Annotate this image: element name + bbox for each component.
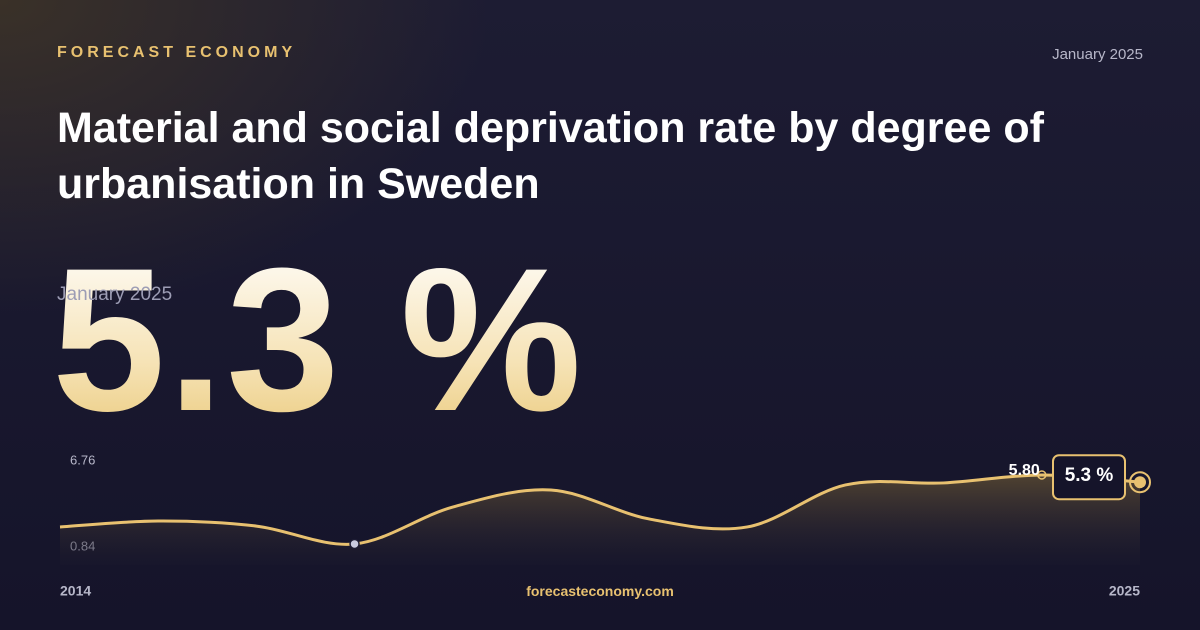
end-halo	[1129, 471, 1151, 494]
line	[59, 473, 1141, 546]
x-tick-label: 2025	[1109, 583, 1140, 599]
title: Material and social deprivation rate by …	[57, 104, 1044, 208]
headline-value: 5.3 %	[52, 226, 584, 454]
value-label: 5.80	[1009, 462, 1040, 479]
headline-date: January 2025	[57, 284, 173, 305]
peak-point	[1037, 470, 1047, 480]
area	[60, 474, 1140, 565]
callout-box	[1052, 454, 1126, 501]
end-point	[1134, 476, 1146, 489]
min-point	[349, 538, 360, 550]
y-tick-label: 6.76	[70, 452, 95, 467]
x-tick-label: 2014	[60, 583, 91, 599]
date: January 2025	[1052, 46, 1143, 63]
brand: FORECAST ECONOMY	[57, 44, 297, 61]
footer: forecasteconomy.com	[526, 583, 674, 599]
callout-label: 5.3 %	[1065, 465, 1114, 486]
